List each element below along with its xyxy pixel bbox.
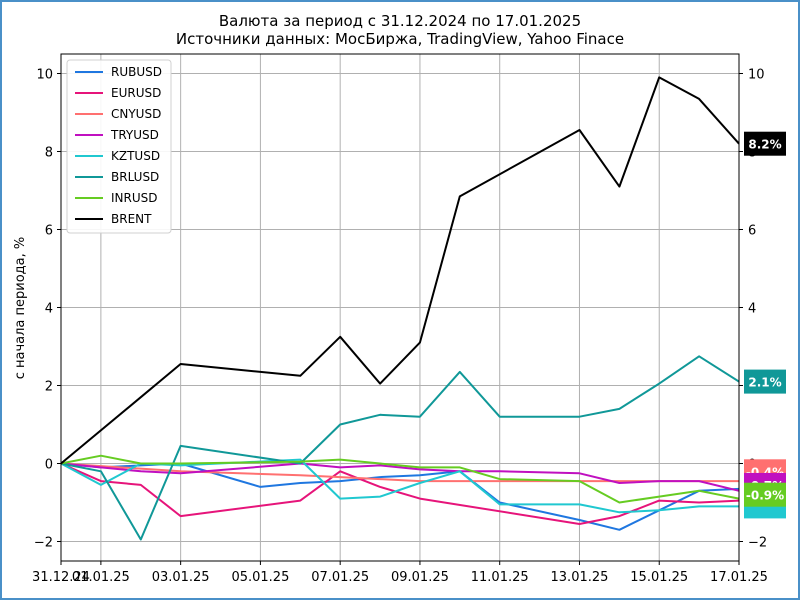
y-tick-label-left: −2 bbox=[34, 536, 53, 551]
x-tick-label: 15.01.25 bbox=[630, 570, 688, 585]
y-tick-label-left: 2 bbox=[45, 380, 53, 395]
x-tick-label: 11.01.25 bbox=[471, 570, 529, 585]
x-tick-label: 03.01.25 bbox=[152, 570, 210, 585]
x-tick-label: 17.01.25 bbox=[710, 570, 768, 585]
y-tick-label-left: 10 bbox=[36, 68, 53, 83]
y-tick-label-right: 10 bbox=[748, 68, 765, 83]
legend-label: BRENT bbox=[111, 212, 152, 226]
x-tick-label: 13.01.25 bbox=[551, 570, 609, 585]
y-tick-label-left: 4 bbox=[45, 302, 53, 317]
legend-label: EURUSD bbox=[111, 86, 161, 100]
end-value-tag bbox=[744, 131, 786, 156]
y-tick-label-right: −2 bbox=[748, 536, 767, 551]
x-tick-label: 05.01.25 bbox=[231, 570, 289, 585]
y-tick-label-left: 6 bbox=[45, 224, 53, 239]
legend-label: CNYUSD bbox=[111, 107, 161, 121]
y-tick-label-left: 0 bbox=[45, 458, 53, 473]
y-tick-label-right: 4 bbox=[748, 302, 756, 317]
series-line-tryusd bbox=[60, 462, 740, 492]
y-axis-label: с начала периода, % bbox=[13, 237, 28, 380]
legend-label: INRUSD bbox=[111, 191, 158, 205]
legend-label: KZTUSD bbox=[111, 149, 160, 163]
x-tick-label: 31.12.24 bbox=[32, 570, 90, 585]
chart-subtitle: Источники данных: МосБиржа, TradingView,… bbox=[176, 30, 624, 48]
y-tick-label-right: 6 bbox=[748, 224, 756, 239]
end-value-tag bbox=[744, 482, 786, 507]
end-value-tag-label: 2.1% bbox=[748, 376, 781, 390]
series-line-brlusd bbox=[60, 355, 740, 541]
legend-label: RUBUSD bbox=[111, 65, 162, 79]
legend-label: BRLUSD bbox=[111, 170, 159, 184]
chart-title: Валюта за период с 31.12.2024 по 17.01.2… bbox=[219, 12, 581, 30]
end-value-tag-label: -0.9% bbox=[746, 489, 784, 503]
end-value-tags: 8.2%2.1%-0.4%-0.7%-0.9% bbox=[744, 131, 786, 519]
legend-label: TRYUSD bbox=[110, 128, 159, 142]
series-line-brent bbox=[60, 76, 740, 465]
series-line-inrusd bbox=[60, 454, 740, 504]
end-value-tag bbox=[744, 369, 786, 394]
legend: RUBUSD EURUSD CNYUSD TRYUSD KZTUSD BRLUSD INRU… bbox=[66, 59, 172, 234]
series-line-eurusd bbox=[60, 462, 740, 525]
legend-box bbox=[66, 59, 172, 234]
series-line-rubusd bbox=[60, 462, 740, 531]
series-layer bbox=[60, 76, 740, 541]
x-tick-label: 07.01.25 bbox=[311, 570, 369, 585]
y-tick-label-left: 8 bbox=[45, 146, 53, 161]
x-tick-label: 09.01.25 bbox=[391, 570, 449, 585]
x-tick-label: 01.01.25 bbox=[72, 570, 130, 585]
end-value-tag-label: 8.2% bbox=[748, 138, 781, 152]
